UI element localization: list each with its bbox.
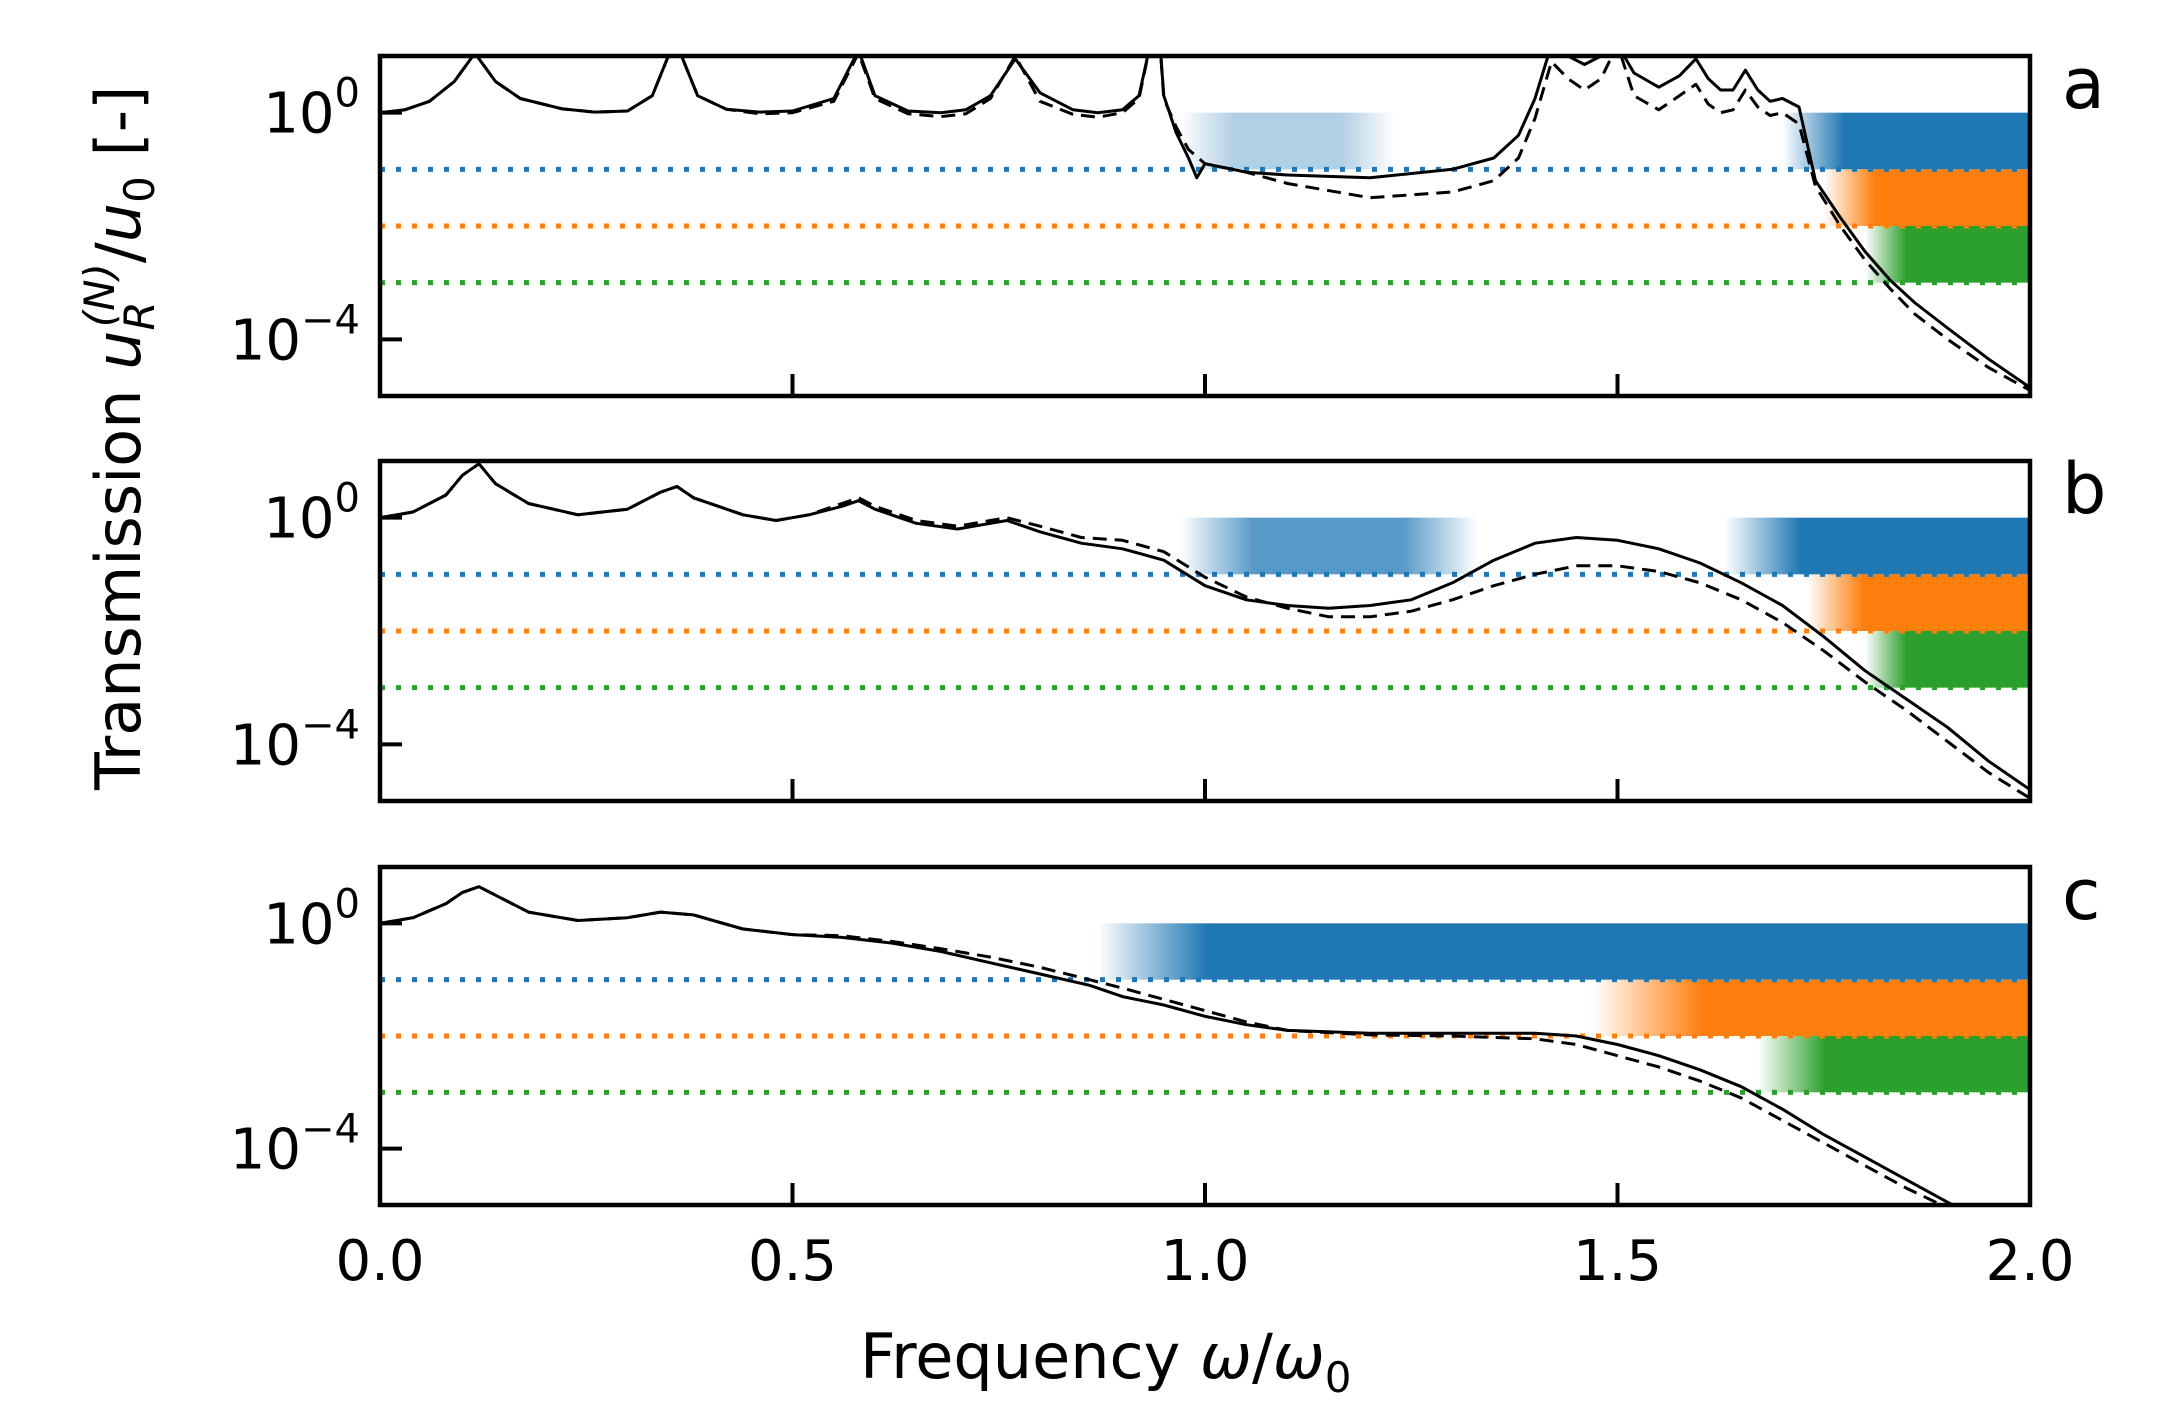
series-dashed-c	[380, 885, 1946, 1205]
y-tick-label-c-1: 10−4	[230, 1107, 360, 1183]
y-axis-label-var2: u	[82, 203, 155, 242]
series-solid-a	[380, 56, 2030, 389]
y-axis-label-sub2: 0	[115, 176, 164, 203]
panels: 100 10−4 a 100 10−4 b 100 10−4 c 0.0 0.5 1.0 1.5 2.0	[230, 43, 2107, 1294]
y-tick-label-c-0: 100	[263, 881, 360, 957]
panel-letter-a: a	[2062, 43, 2105, 125]
band-a-1	[1782, 112, 2030, 170]
x-tick-label-0: 0.0	[335, 1229, 424, 1294]
band-c-0	[1097, 923, 2030, 980]
band-c-2	[1757, 1036, 2030, 1093]
x-axis-label: Frequency ω/ω0	[860, 1320, 1351, 1402]
y-axis-label-unit: [-]	[82, 86, 155, 176]
panel-a: 100 10−4 a	[230, 43, 2105, 399]
series-solid-c	[380, 885, 1957, 1205]
panel-letter-c: c	[2062, 854, 2101, 936]
axes-frame-a	[377, 53, 2033, 399]
band-a-2	[1823, 169, 2030, 226]
y-axis-label-sub: R	[115, 301, 164, 330]
series-dashed-b	[380, 462, 2030, 800]
x-tick-label-3: 1.5	[1573, 1229, 1662, 1294]
plot-area-b	[380, 462, 2030, 800]
panel-b: 100 10−4 b	[230, 448, 2106, 804]
band-c-1	[1592, 979, 2030, 1036]
plot-area-c	[380, 885, 2030, 1205]
band-b-3	[1865, 631, 2030, 688]
series-dashed-a	[380, 56, 2030, 392]
y-axis-label-sup: (N)	[75, 263, 124, 327]
band-b-2	[1807, 574, 2030, 631]
band-b-0	[1180, 517, 1478, 575]
y-axis-label-prefix: Transmission	[82, 370, 155, 791]
band-a-3	[1865, 226, 2030, 283]
x-axis-label-sub: 0	[1325, 1353, 1352, 1402]
series-solid-b	[380, 462, 2030, 791]
y-tick-label-a-0: 100	[263, 71, 360, 147]
y-tick-label-a-1: 10−4	[230, 297, 360, 373]
x-axis-label-slash: /	[1252, 1320, 1273, 1393]
panel-letter-b: b	[2062, 448, 2106, 530]
x-tick-label-4: 2.0	[1985, 1229, 2074, 1294]
x-tick-label-2: 1.0	[1160, 1229, 1249, 1294]
x-axis-label-omega0: ω	[1273, 1320, 1325, 1393]
x-axis-label-omega: ω	[1200, 1320, 1252, 1393]
y-axis-label: Transmission uR(N)/u0 [-]	[75, 86, 164, 791]
panel-c: 100 10−4 c 0.0 0.5 1.0 1.5 2.0	[230, 854, 2101, 1294]
axes-frame-b	[377, 458, 2033, 804]
band-a-0	[1180, 112, 1395, 170]
x-tick-label-1: 0.5	[748, 1229, 837, 1294]
plot-area-a	[380, 56, 2030, 392]
x-axis-label-prefix: Frequency	[860, 1320, 1200, 1393]
y-axis-label-slash: /	[82, 242, 155, 263]
y-tick-label-b-0: 100	[263, 476, 360, 552]
y-axis-label-var: u	[82, 330, 155, 369]
band-b-1	[1724, 517, 2030, 575]
y-tick-label-b-1: 10−4	[230, 702, 360, 778]
